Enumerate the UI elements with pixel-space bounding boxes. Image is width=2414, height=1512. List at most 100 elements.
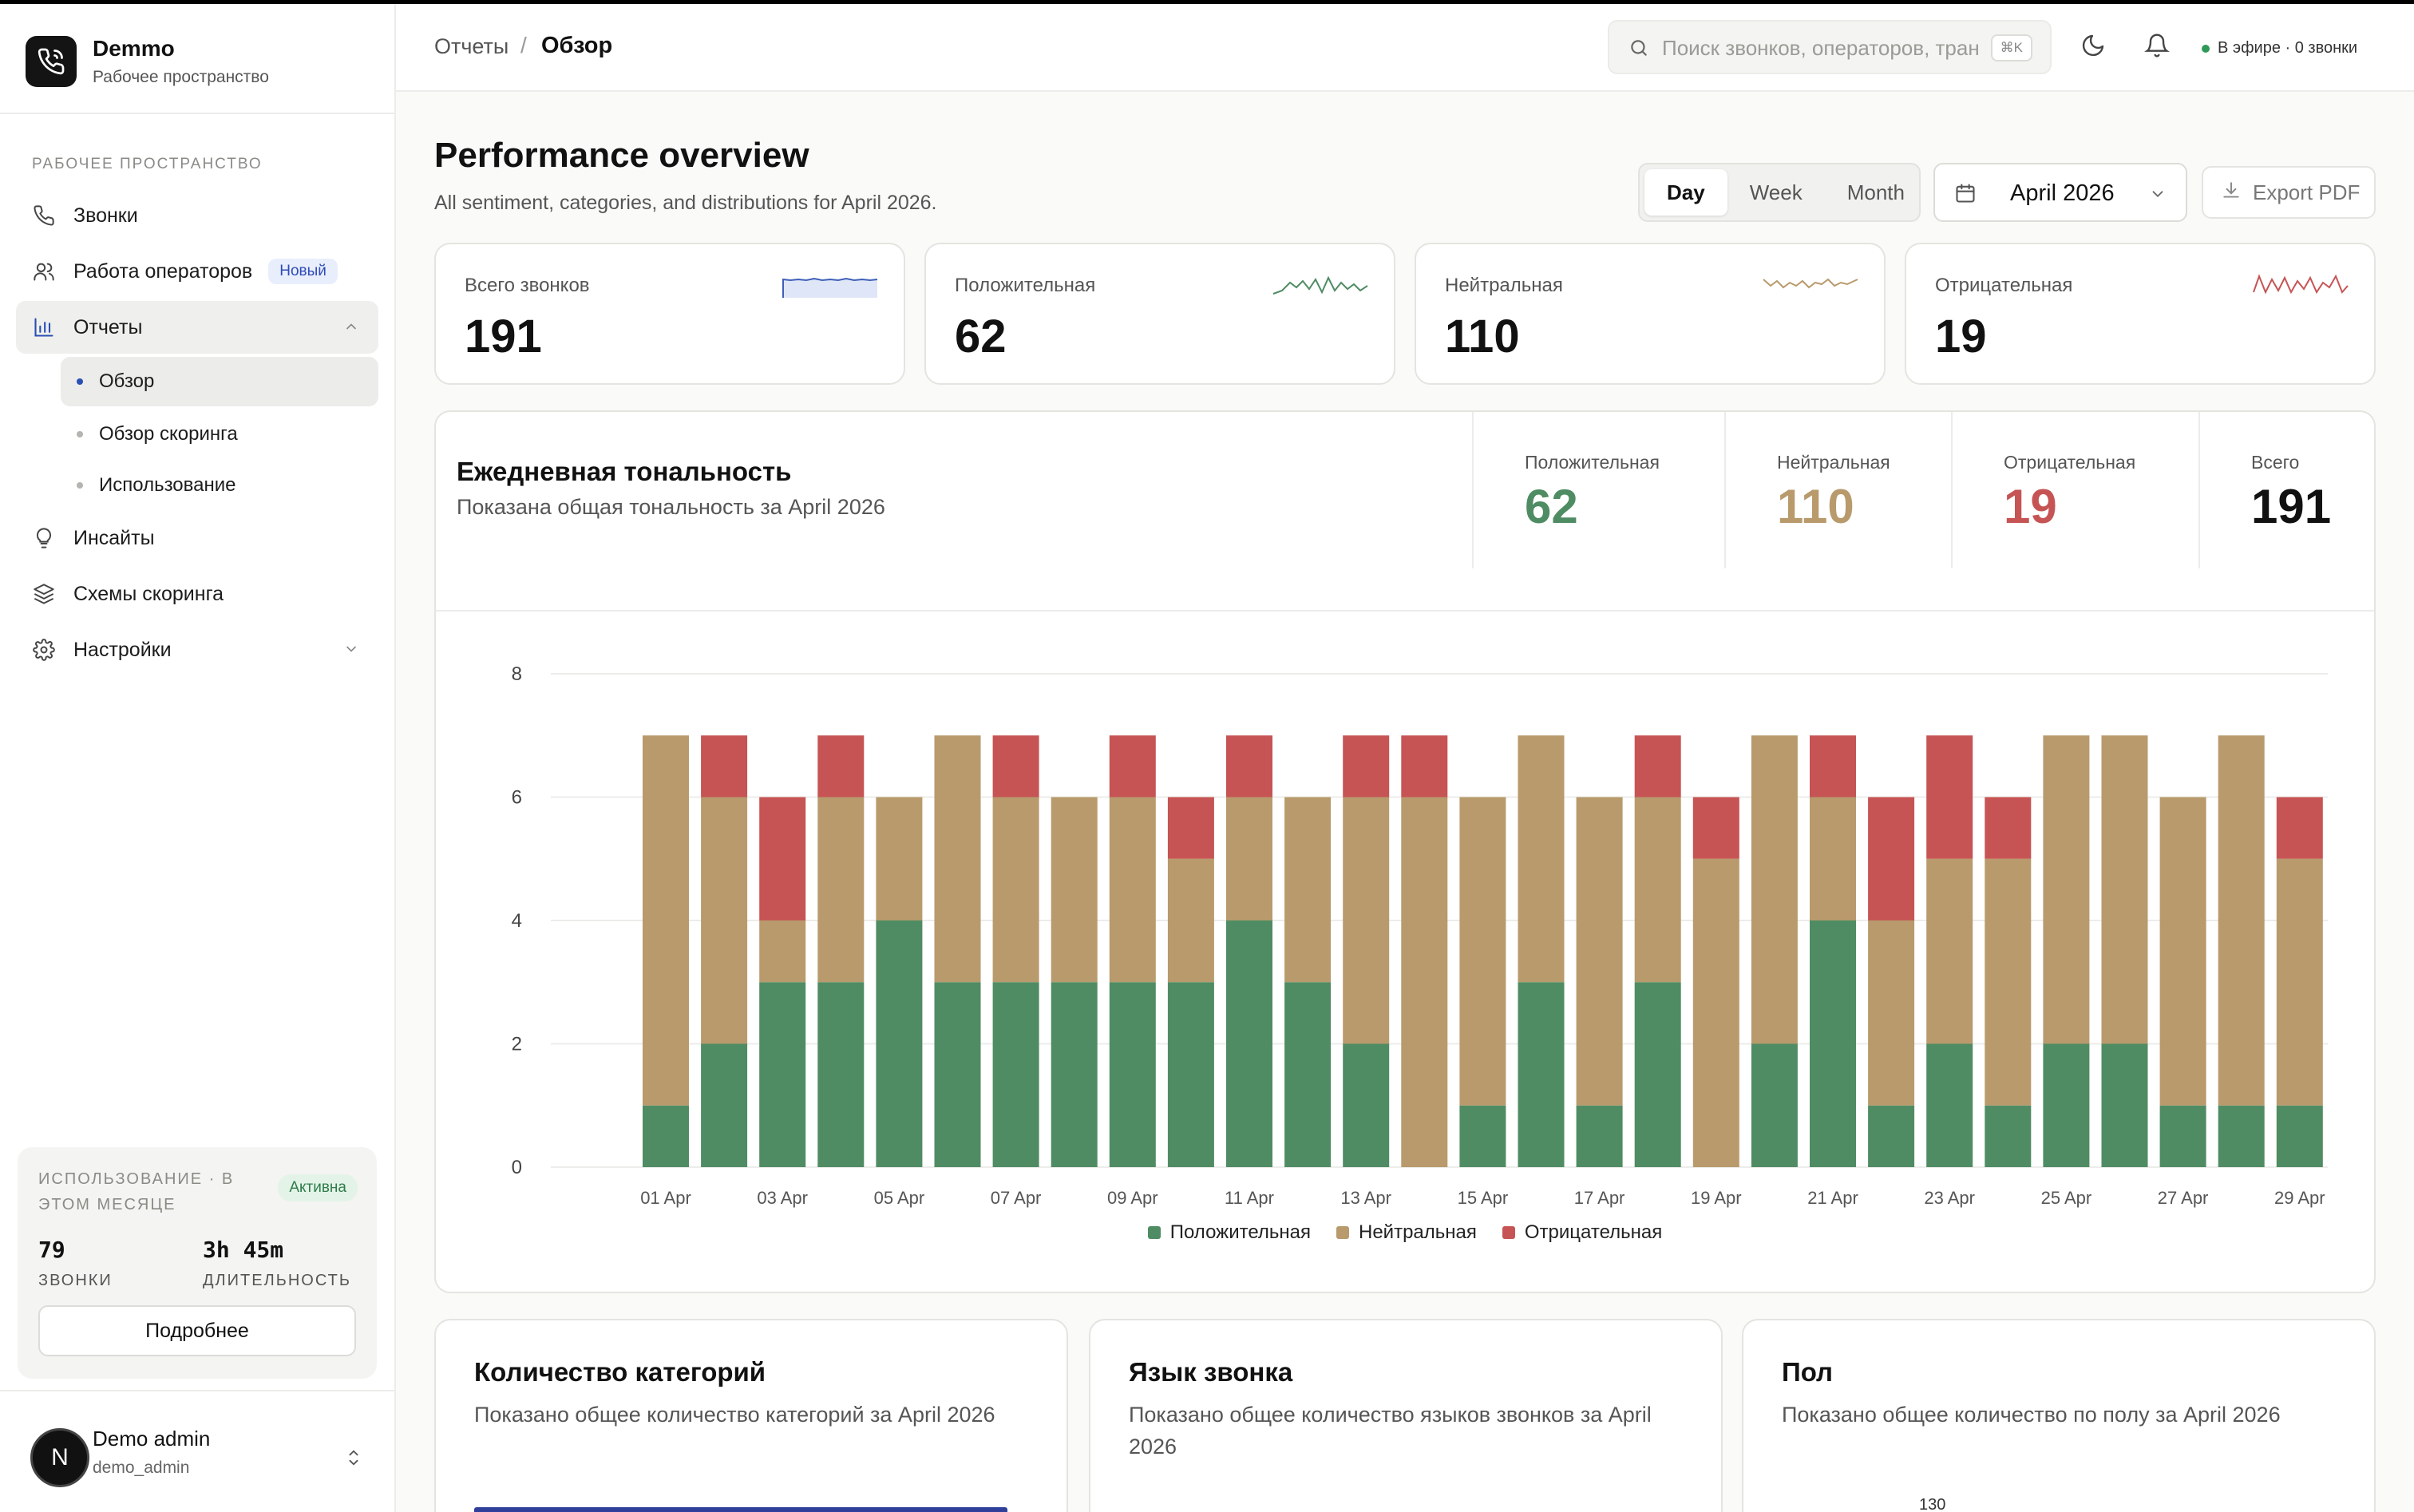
page-title: Performance overview xyxy=(434,136,809,175)
bar-segment xyxy=(759,920,806,983)
stat-label: Положительная xyxy=(1525,452,1660,473)
sidebar-item-calls[interactable]: Звонки xyxy=(16,189,378,242)
stat-total: Всего 191 xyxy=(2198,412,2374,568)
page-subtitle: All sentiment, categories, and distribut… xyxy=(434,192,937,214)
month-select-value: April 2026 xyxy=(2010,180,2115,206)
sidebar-subitem-overview[interactable]: Обзор xyxy=(61,357,378,406)
x-tick-label: 29 Apr xyxy=(2274,1188,2325,1208)
search-input[interactable] xyxy=(1662,30,1997,66)
sidebar-item-label: Инсайты xyxy=(73,526,155,549)
y-tick-label: 8 xyxy=(512,663,522,685)
sidebar-subitem-usage[interactable]: Использование xyxy=(61,461,378,510)
chevrons-up-down-icon[interactable] xyxy=(345,1447,362,1472)
breadcrumb-current: Обзор xyxy=(541,33,613,58)
live-status: В эфире · 0 звонки xyxy=(2202,39,2357,57)
x-tick-label: 23 Apr xyxy=(1924,1188,1975,1208)
sidebar-item-insights[interactable]: Инсайты xyxy=(16,512,378,564)
sidebar-item-label: Схемы скоринга xyxy=(73,582,224,605)
daily-sentiment-title: Ежедневная тональность xyxy=(457,457,792,486)
card-title: Количество категорий xyxy=(474,1357,766,1387)
bar-segment xyxy=(1926,1043,1973,1167)
usage-duration-value: 3h 45m xyxy=(203,1237,284,1263)
stat-neutral: Нейтральная 110 xyxy=(1724,412,1951,568)
x-tick-label: 09 Apr xyxy=(1107,1188,1158,1208)
x-tick-label: 13 Apr xyxy=(1340,1188,1391,1208)
legend-item[interactable]: Положительная xyxy=(1147,1221,1311,1244)
legend-label: Нейтральная xyxy=(1359,1221,1477,1243)
breadcrumb-parent[interactable]: Отчеты xyxy=(434,34,509,58)
bar-segment xyxy=(1985,858,2032,1106)
legend-label: Положительная xyxy=(1169,1221,1311,1243)
card-title: Пол xyxy=(1782,1357,1834,1387)
bar-segment xyxy=(817,797,865,983)
x-tick-label: 15 Apr xyxy=(1458,1188,1509,1208)
kpi-card-negative: Отрицательная 19 xyxy=(1905,243,2376,385)
breadcrumb-separator: / xyxy=(520,33,527,57)
bar-segment xyxy=(2276,1105,2323,1167)
live-dot xyxy=(2202,44,2210,53)
usage-card: ИСПОЛЬЗОВАНИЕ · В ЭТОМ МЕСЯЦЕ Активна 79… xyxy=(18,1147,377,1379)
sidebar-item-operators[interactable]: Работа операторов Новый xyxy=(16,245,378,298)
export-pdf-button[interactable]: Export PDF xyxy=(2202,166,2376,219)
bar-segment xyxy=(1167,797,1214,859)
bar-segment xyxy=(876,920,923,1167)
period-day-button[interactable]: Day xyxy=(1644,169,1727,216)
sidebar-subitem-label: Обзор xyxy=(99,370,155,392)
daily-sentiment-subtitle: Показана общая тональность за April 2026 xyxy=(457,495,885,519)
bar-segment xyxy=(1634,735,1681,798)
bar-segment xyxy=(2159,797,2206,1106)
legend-item[interactable]: Нейтральная xyxy=(1336,1221,1477,1244)
kpi-value: 110 xyxy=(1445,311,1520,362)
bar-segment xyxy=(2043,1043,2090,1167)
stat-label: Всего xyxy=(2251,452,2300,473)
bullet-dot xyxy=(77,482,83,489)
bar-segment xyxy=(759,982,806,1167)
sidebar-item-reports[interactable]: Отчеты xyxy=(16,301,378,354)
bar-segment xyxy=(2159,1105,2206,1167)
brand-subtitle: Рабочее пространство xyxy=(93,68,269,86)
y-tick-label: 0 xyxy=(512,1157,522,1178)
bar-segment xyxy=(934,735,981,983)
bar-segment xyxy=(2218,1105,2265,1167)
card-subtitle: Показано общее количество по полу за Apr… xyxy=(1782,1403,2281,1427)
bar-segment xyxy=(1343,797,1390,1044)
top-header: Отчеты / Обзор ⌘K В эфире · 0 звонки xyxy=(396,4,2414,92)
period-month-button[interactable]: Month xyxy=(1846,180,1905,204)
brand-header[interactable]: Demmo Рабочее пространство xyxy=(0,4,394,114)
usage-details-button[interactable]: Подробнее xyxy=(38,1305,356,1356)
sidebar: Demmo Рабочее пространство РАБОЧЕЕ ПРОСТ… xyxy=(0,4,396,1512)
daily-sentiment-card: Ежедневная тональность Показана общая то… xyxy=(434,410,2376,1293)
period-week-button[interactable]: Week xyxy=(1749,180,1803,204)
bar-chart-icon xyxy=(32,315,56,339)
bar-segment xyxy=(1518,982,1565,1167)
bar-segment xyxy=(1226,797,1272,920)
profile-username: demo_admin xyxy=(93,1459,190,1477)
bar-segment xyxy=(1226,920,1272,1167)
gender-card: Пол Показано общее количество по полу за… xyxy=(1742,1319,2376,1512)
legend-item[interactable]: Отрицательная xyxy=(1502,1221,1662,1244)
y-tick-label: 2 xyxy=(512,1034,522,1055)
stat-negative: Отрицательная 19 xyxy=(1951,412,2198,568)
bar-segment xyxy=(701,797,748,1044)
stacked-bar-chart: 0 2 4 6 8 01 Apr 03 Apr 05 Apr 07 Apr 09 Apr 11 Ap… xyxy=(512,663,2328,1208)
sidebar-item-settings[interactable]: Настройки xyxy=(16,623,378,676)
sidebar-item-scoring-schemes[interactable]: Схемы скоринга xyxy=(16,568,378,620)
user-profile[interactable]: N Demo admin demo_admin xyxy=(0,1390,394,1512)
search-icon xyxy=(1628,38,1649,62)
bar-segment xyxy=(1518,735,1565,983)
search-box[interactable]: ⌘K xyxy=(1608,20,2052,74)
axis-tick-label: 130 xyxy=(1919,1496,1946,1512)
legend-swatch xyxy=(1147,1226,1161,1239)
y-tick-label: 6 xyxy=(512,787,522,809)
sidebar-subitem-scoring-overview[interactable]: Обзор скоринга xyxy=(61,410,378,459)
bar-segment xyxy=(992,735,1039,798)
bar-segment xyxy=(701,1043,748,1167)
moon-icon[interactable] xyxy=(2080,33,2106,62)
bell-icon[interactable] xyxy=(2144,33,2170,62)
stat-value: 19 xyxy=(2004,480,2057,533)
bar-segment xyxy=(2101,735,2148,1044)
month-select[interactable]: April 2026 xyxy=(1933,163,2187,222)
chevron-up-icon xyxy=(343,319,359,338)
keyboard-shortcut: ⌘K xyxy=(1990,34,2032,61)
bullet-dot xyxy=(77,431,83,437)
